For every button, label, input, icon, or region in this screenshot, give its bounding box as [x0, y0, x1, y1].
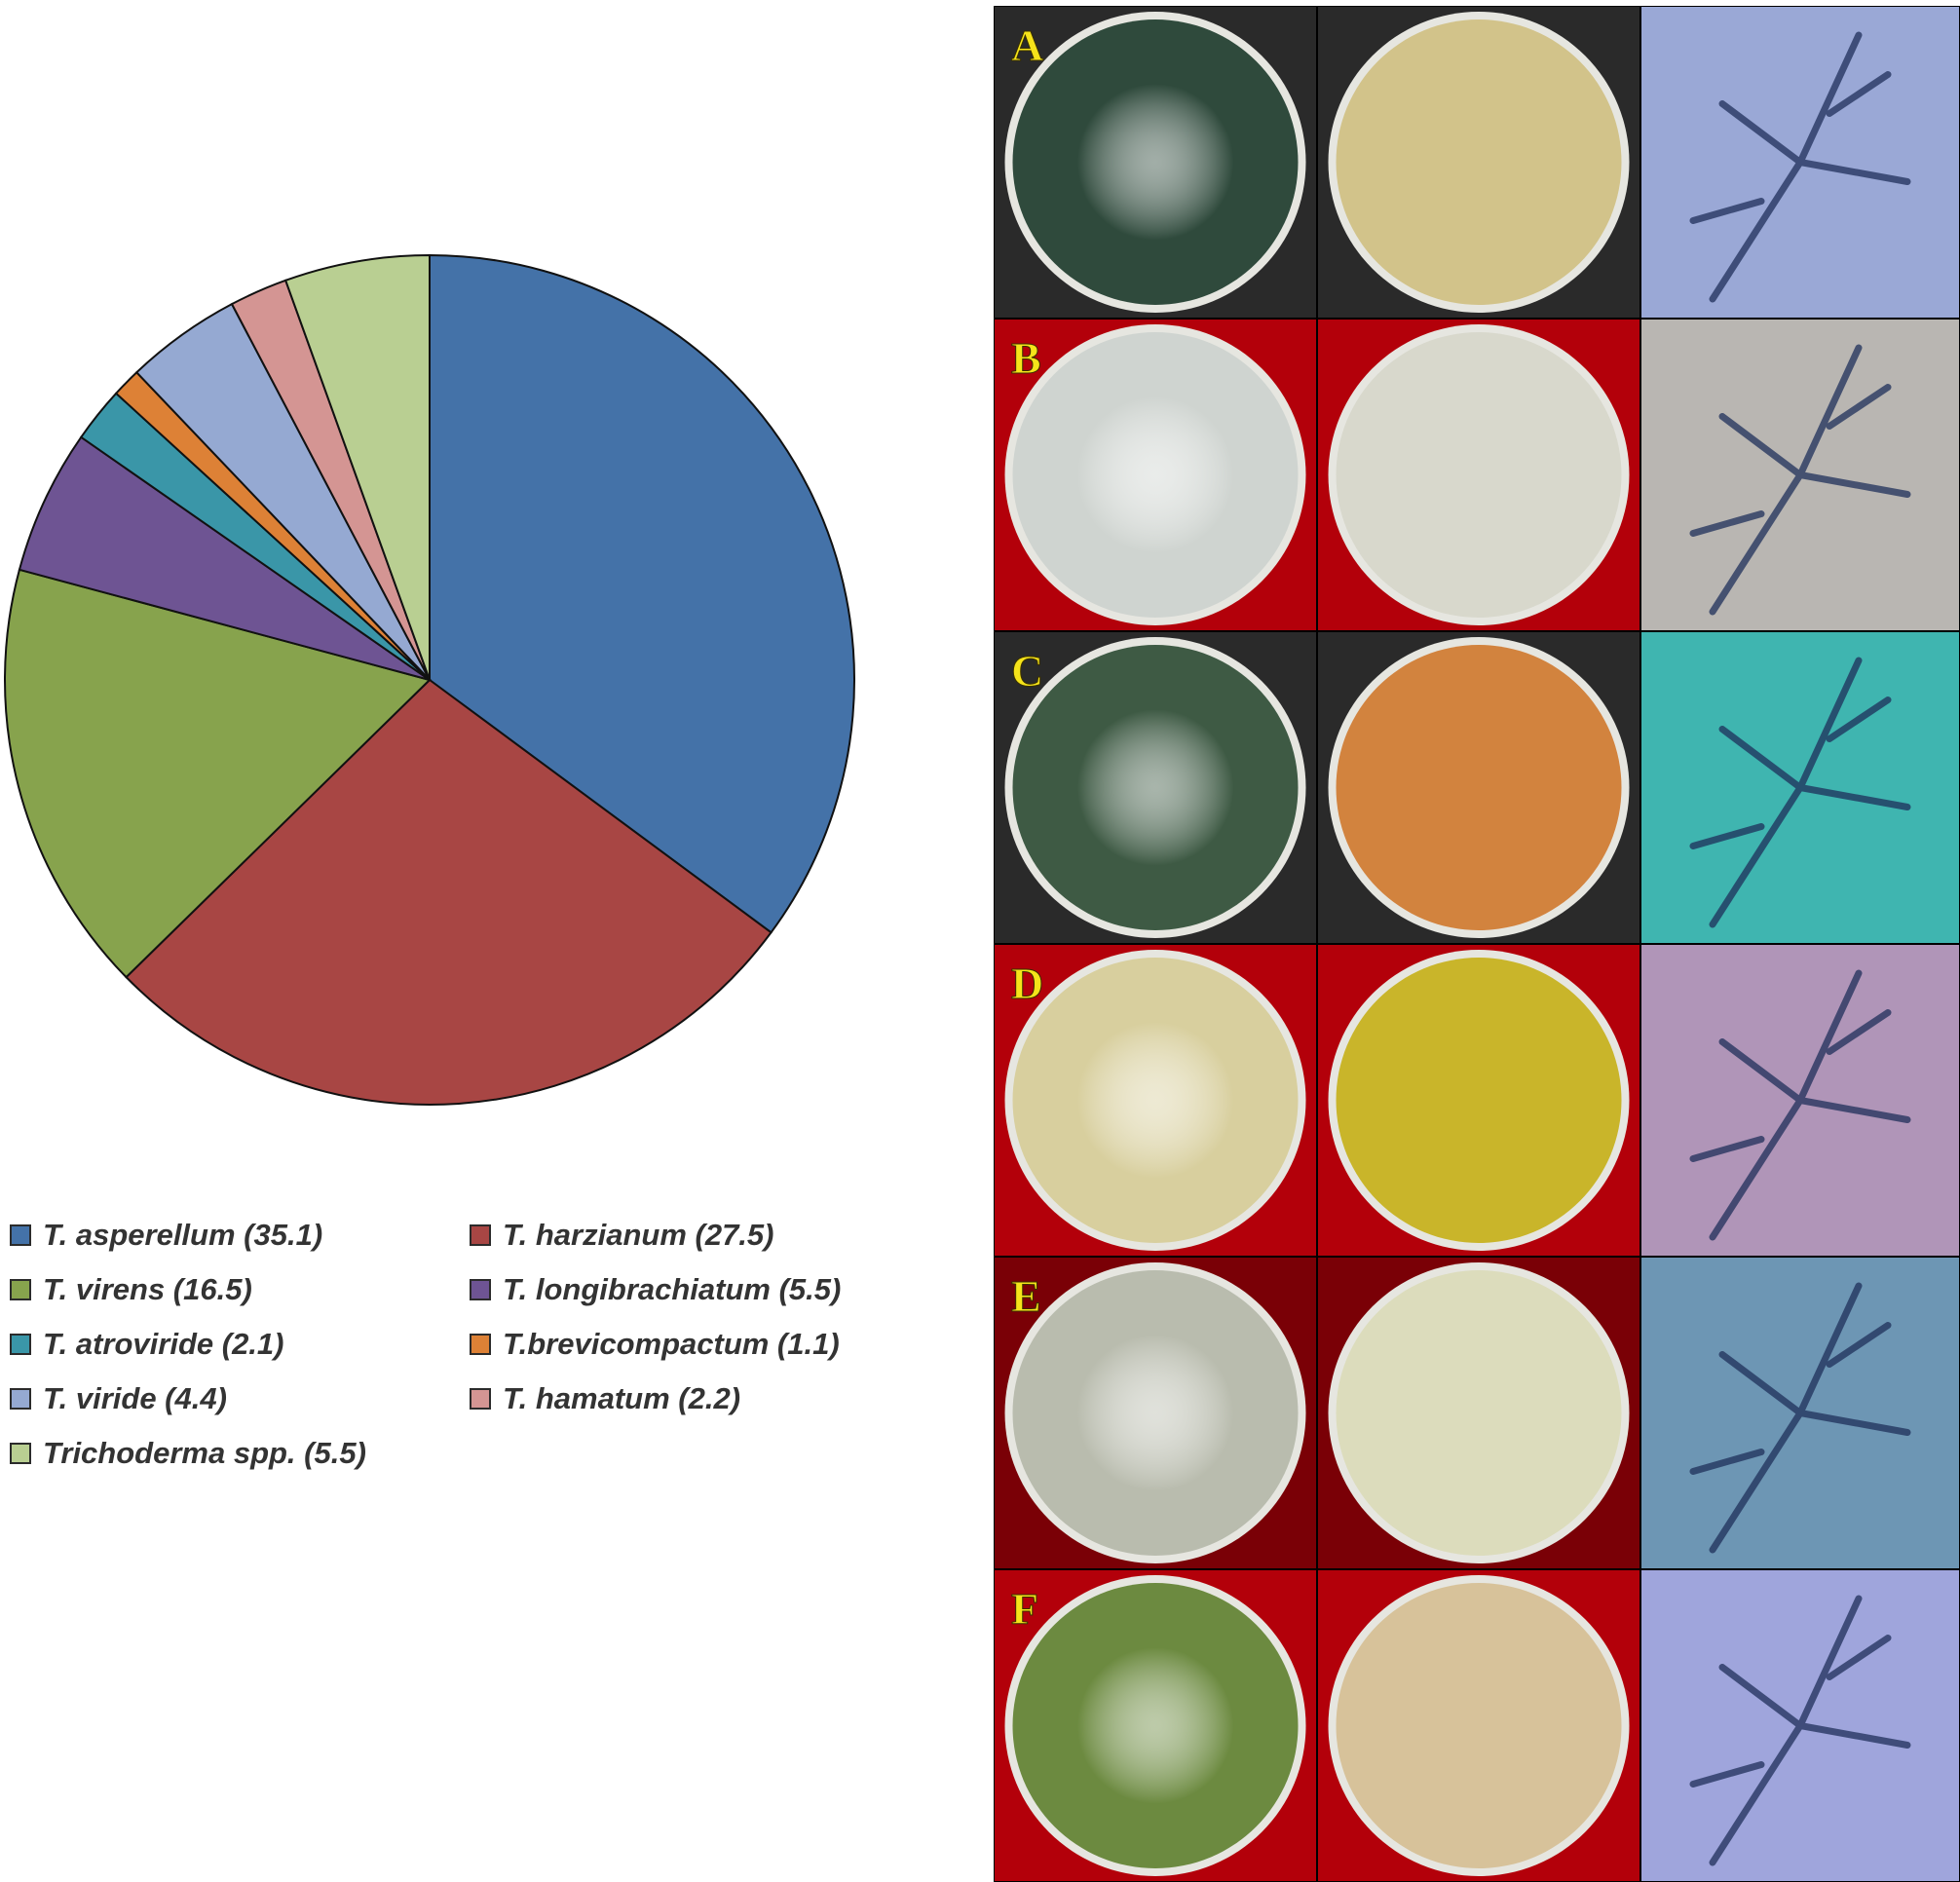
legend-label: T. harzianum (27.5) [503, 1218, 774, 1252]
legend-row: T. viride (4.4) T. hamatum (2.2) [10, 1372, 974, 1426]
legend-item: T.brevicompactum (1.1) [470, 1327, 929, 1362]
legend-label: T. hamatum (2.2) [503, 1381, 741, 1415]
legend-item: Trichoderma spp. (5.5) [10, 1436, 470, 1471]
legend-item: T. viride (4.4) [10, 1381, 470, 1416]
colony-center [1076, 84, 1234, 241]
colony-center [1076, 1335, 1234, 1491]
legend-swatch [10, 1443, 31, 1464]
legend-swatch [470, 1334, 491, 1355]
petri-dish [1336, 1270, 1622, 1556]
legend-label: T. atroviride (2.1) [43, 1327, 284, 1361]
legend-label: T. longibrachiatum (5.5) [503, 1272, 842, 1306]
panel-label-D: D [1011, 959, 1043, 1008]
pie-slice-8 [283, 253, 431, 681]
hyphae [1689, 657, 1911, 928]
legend-item: T. harzianum (27.5) [470, 1218, 929, 1253]
petri-dish [1336, 19, 1622, 305]
legend-label: T. viride (4.4) [43, 1381, 227, 1415]
petri-dish [1336, 332, 1622, 618]
legend-item: T. atroviride (2.1) [10, 1327, 470, 1362]
legend-swatch [470, 1224, 491, 1246]
hyphae [1689, 1282, 1911, 1554]
pie-slice-2 [4, 568, 432, 979]
hyphae [1689, 31, 1911, 303]
legend-row: T. virens (16.5) T. longibrachiatum (5.5) [10, 1262, 974, 1317]
legend-item: T. longibrachiatum (5.5) [470, 1272, 929, 1307]
pie-slice-3 [18, 435, 431, 681]
pie-slice-1 [125, 678, 773, 1106]
panel-label-C: C [1011, 646, 1043, 696]
hyphae [1689, 969, 1911, 1241]
hyphae [1689, 344, 1911, 616]
legend-swatch [10, 1224, 31, 1246]
legend-row: T. asperellum (35.1) T. harzianum (27.5) [10, 1208, 974, 1262]
legend-item: T. hamatum (2.2) [470, 1381, 929, 1416]
pie-chart [4, 253, 855, 1106]
legend-swatch [470, 1388, 491, 1410]
hyphae [1689, 1595, 1911, 1866]
petri-dish [1336, 1583, 1622, 1868]
panel-label-B: B [1011, 333, 1041, 383]
photo-panel: A B C D E F [994, 6, 1960, 1882]
colony-center [1076, 1022, 1234, 1179]
panel-label-A: A [1011, 20, 1043, 70]
legend-row: Trichoderma spp. (5.5) [10, 1426, 974, 1481]
legend-item: T. asperellum (35.1) [10, 1218, 470, 1253]
legend-label: Trichoderma spp. (5.5) [43, 1436, 366, 1470]
legend-swatch [10, 1388, 31, 1410]
colony-center [1076, 1647, 1234, 1804]
legend-swatch [10, 1279, 31, 1300]
colony-center [1076, 396, 1234, 553]
legend-swatch [470, 1279, 491, 1300]
legend-label: T. asperellum (35.1) [43, 1218, 323, 1252]
panel-label-F: F [1011, 1584, 1038, 1634]
petri-dish [1336, 645, 1622, 930]
legend-label: T.brevicompactum (1.1) [503, 1327, 840, 1361]
colony-center [1076, 709, 1234, 866]
legend-row: T. atroviride (2.1) T.brevicompactum (1.1… [10, 1317, 974, 1372]
pie-slice-0 [429, 253, 855, 934]
legend-item: T. virens (16.5) [10, 1272, 470, 1307]
legend-swatch [10, 1334, 31, 1355]
panel-label-E: E [1011, 1271, 1041, 1321]
legend-label: T. virens (16.5) [43, 1272, 252, 1306]
petri-dish [1336, 958, 1622, 1243]
legend: T. asperellum (35.1) T. harzianum (27.5) T… [10, 1208, 974, 1481]
